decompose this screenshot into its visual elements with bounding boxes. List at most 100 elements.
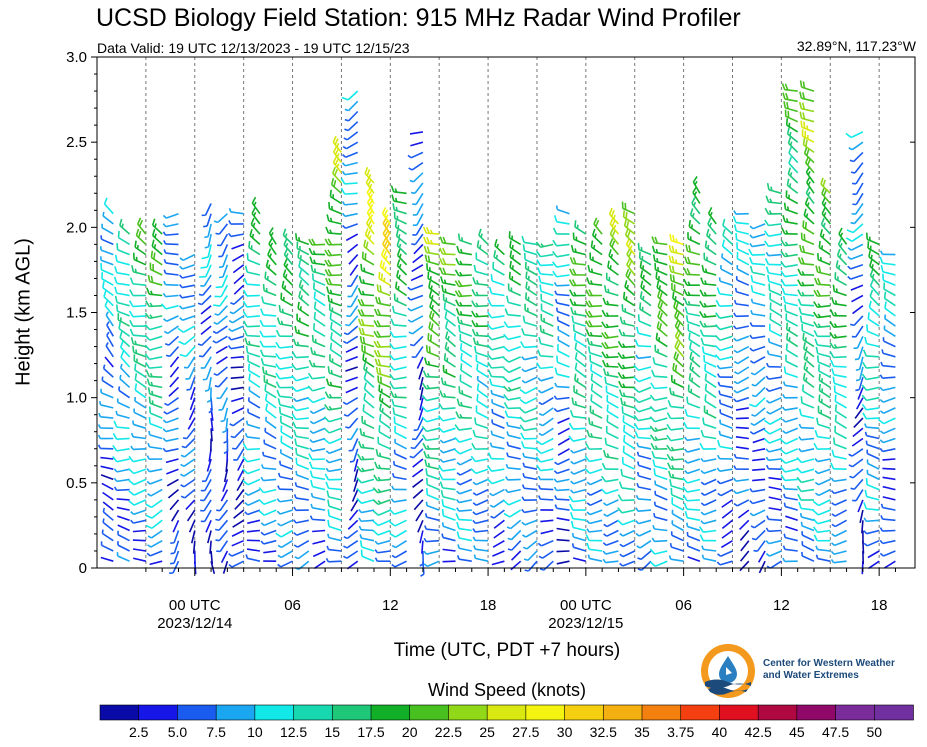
barb-flag [423,450,428,458]
barb-staff [360,324,375,327]
barb-staff [312,340,326,348]
wind-barb [444,321,457,337]
barb-flag [797,289,802,297]
barb-half-flag [670,531,673,536]
wind-barb [97,434,114,440]
barb-staff [768,188,782,195]
wind-barb [113,276,130,286]
wind-barb [814,478,831,486]
barb-flag [781,83,786,90]
barb-staff [442,383,456,389]
barb-flag [688,341,692,349]
barb-staff [817,557,831,562]
barb-half-flag [163,249,167,254]
barb-flag [659,312,663,320]
wind-barb [537,539,554,547]
wind-barb [763,230,782,237]
wind-barb [488,370,505,378]
barb-staff [312,353,326,358]
wind-barb [525,292,538,307]
barb-flag [421,394,428,402]
barb-staff [279,345,293,349]
barb-half-flag [409,343,415,347]
wind-barb [425,501,440,511]
wind-barb [734,287,750,297]
barb-flag [359,428,363,436]
barb-flag [152,263,154,271]
barb-staff [351,438,359,451]
wind-barb [358,508,375,514]
barb-staff [442,468,456,472]
barb-staff [119,378,131,388]
wind-barb [382,237,391,256]
barb-half-flag [526,307,529,312]
barb-staff [442,427,456,433]
barb-half-flag [709,222,713,227]
wind-barb [508,231,522,246]
barb-staff [149,280,163,286]
wind-barb [673,351,685,368]
barb-staff [149,468,163,473]
barb-flag [454,280,460,287]
wind-barb [230,356,244,359]
barb-staff [133,478,147,486]
barb-staff [491,375,505,378]
barb-staff [268,232,277,245]
barb-flag [538,336,542,344]
barb-half-flag [472,492,477,496]
barb-staff [411,161,424,171]
barb-staff [475,343,489,348]
barb-flag [803,121,806,129]
barb-flag [326,490,330,498]
wind-barb [492,261,505,276]
barb-staff [671,513,685,521]
wind-barb [768,496,782,501]
barb-half-flag [223,450,228,455]
barb-half-flag [364,420,366,425]
barb-staff [818,370,831,378]
barb-half-flag [427,360,431,366]
barb-flag [364,228,369,235]
barb-half-flag [361,455,365,460]
wind-barb [592,228,603,245]
wind-barb [586,542,603,552]
barb-half-flag [328,393,333,399]
barb-staff [414,233,424,246]
barb-flag [701,264,705,272]
barb-staff [510,550,522,561]
barb-flag [672,234,675,242]
barb-flag [296,313,298,321]
wind-barb [707,207,717,225]
wind-barb [357,309,375,317]
barb-half-flag [521,379,526,384]
barb-flag [611,240,616,248]
barb-half-flag [228,220,232,225]
wind-barb [164,397,179,406]
wind-barb [554,382,570,389]
barb-flag [476,240,480,248]
wind-barb [133,354,147,368]
barb-staff [655,338,668,348]
barb-half-flag [555,205,559,210]
wind-barb [569,298,586,307]
wind-barb [649,548,668,555]
barb-flag [389,330,395,338]
barb-half-flag [230,435,235,439]
wind-barb [214,376,228,388]
barb-staff [417,519,424,533]
barb-staff [426,560,440,568]
barb-flag [568,495,574,503]
barb-flag [283,258,288,266]
barb-half-flag [99,256,102,261]
barb-staff [687,321,701,327]
wind-barb [328,201,342,215]
barb-staff [165,262,179,266]
barb-flag [326,286,330,294]
barb-flag [291,375,297,382]
barb-staff [230,386,244,391]
wind-barb [275,329,293,338]
wind-barb [180,468,196,477]
wind-barb [556,550,570,553]
wind-barb [801,531,815,542]
barb-flag [282,269,287,277]
